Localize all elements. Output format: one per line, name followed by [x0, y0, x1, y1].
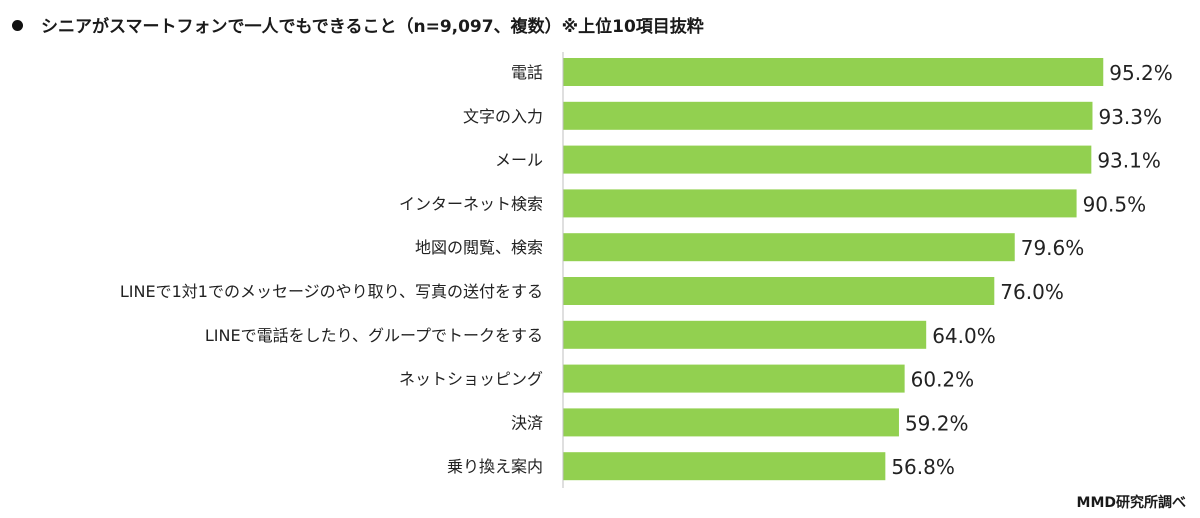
data-label: 64.0% — [932, 324, 996, 348]
category-label: LINEで1対1でのメッセージのやり取り、写真の送付をする — [120, 282, 543, 301]
bar — [563, 58, 1104, 86]
data-label: 93.3% — [1098, 105, 1162, 129]
category-label: 文字の入力 — [463, 107, 543, 126]
bullet-icon — [12, 20, 23, 31]
data-label: 93.1% — [1097, 149, 1161, 173]
category-label: メール — [495, 151, 543, 170]
bar — [563, 145, 1092, 174]
bar — [563, 189, 1077, 218]
bar — [563, 101, 1093, 130]
source-note: MMD研究所調べ — [1076, 495, 1186, 511]
category-label: 電話 — [511, 63, 543, 82]
category-label: ネットショッピング — [399, 370, 543, 389]
chart-title-text: シニアがスマートフォンで一人でもできること（n=9,097、複数）※上位10項目… — [41, 17, 704, 37]
category-label: インターネット検索 — [399, 194, 543, 213]
data-label: 59.2% — [905, 411, 969, 435]
category-label: 決済 — [511, 413, 543, 432]
data-label: 60.2% — [911, 368, 975, 392]
bar — [563, 320, 927, 349]
data-label: 76.0% — [1000, 280, 1064, 304]
data-label: 95.2% — [1109, 61, 1173, 85]
category-label: 乗り換え案内 — [447, 457, 543, 476]
data-label: 79.6% — [1021, 236, 1085, 260]
bar — [563, 233, 1015, 262]
bar — [563, 364, 905, 393]
category-label: LINEで電話をしたり、グループでトークをする — [205, 326, 543, 345]
data-label: 90.5% — [1083, 192, 1147, 216]
category-label: 地図の閲覧、検索 — [415, 238, 543, 257]
bar — [563, 452, 886, 481]
chart-title: シニアがスマートフォンで一人でもできること（n=9,097、複数）※上位10項目… — [12, 12, 704, 37]
bar — [563, 277, 995, 305]
bar — [563, 408, 899, 437]
data-label: 56.8% — [891, 455, 955, 479]
